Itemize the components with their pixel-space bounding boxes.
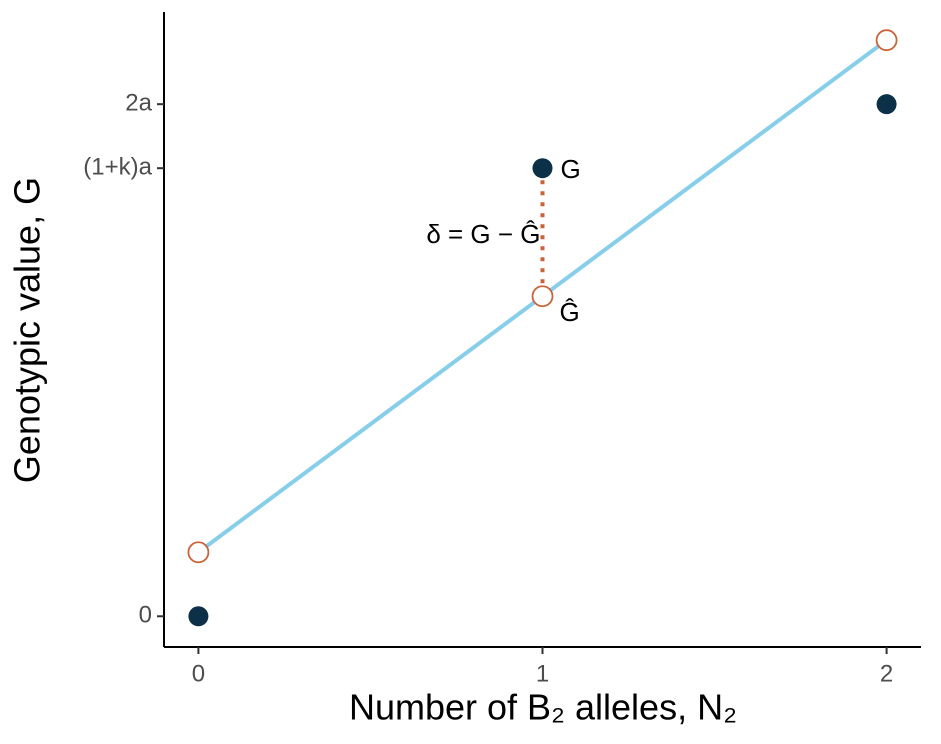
observed-point xyxy=(876,94,897,115)
observed-point xyxy=(532,158,553,179)
x-tick-label: 1 xyxy=(536,660,549,687)
annotation-observed: G xyxy=(561,154,581,184)
fitted-point xyxy=(187,541,210,564)
annotation-fitted: Ĝ xyxy=(560,297,580,327)
y-axis-title: Genotypic value, G xyxy=(7,177,48,483)
y-tick-label: 2a xyxy=(125,90,152,117)
x-axis-title: Number of B₂ alleles, N₂ xyxy=(349,687,737,728)
fitted-point xyxy=(875,29,898,52)
y-tick-label: 0 xyxy=(139,602,152,629)
x-tick-label: 2 xyxy=(880,660,893,687)
annotation-deviation: δ = G − Ĝ xyxy=(426,219,540,249)
x-tick-label: 0 xyxy=(192,660,205,687)
fitted-point xyxy=(531,285,554,308)
y-tick-label: (1+k)a xyxy=(83,154,152,181)
observed-point xyxy=(188,606,209,627)
